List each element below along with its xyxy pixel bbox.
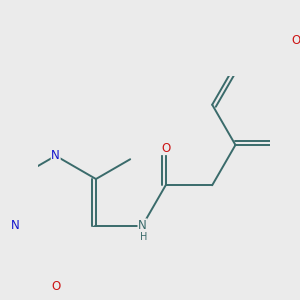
Text: N: N (51, 149, 60, 162)
Text: O: O (161, 142, 170, 154)
Text: H: H (140, 232, 147, 242)
Text: N: N (138, 219, 147, 232)
Text: O: O (51, 280, 60, 293)
Text: O: O (291, 34, 300, 47)
Text: N: N (11, 219, 20, 232)
